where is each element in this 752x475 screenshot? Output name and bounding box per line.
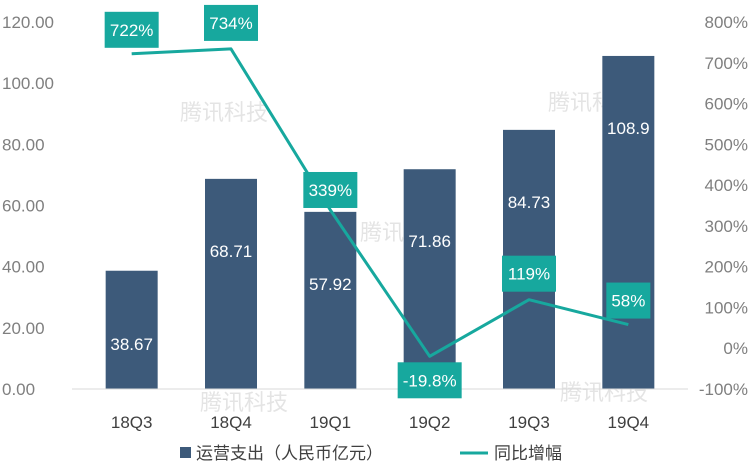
bar-series (105, 55, 655, 389)
bar-label-19Q1: 57.92 (309, 275, 352, 294)
left-y-tick-label: 60.00 (2, 197, 45, 216)
bar-label-19Q4: 108.9 (607, 119, 650, 138)
x-axis: 18Q3 18Q4 19Q1 19Q2 19Q3 19Q4 (111, 413, 649, 432)
left-y-tick-label: 0.00 (2, 380, 35, 399)
growth-line (131, 47, 629, 358)
right-y-tick-label: 600% (705, 95, 748, 114)
growth-label-18Q4: 734% (209, 14, 252, 33)
bar-label-18Q3: 38.67 (110, 335, 153, 354)
bar-18Q4 (205, 178, 257, 389)
left-y-tick-label: 80.00 (2, 135, 45, 154)
growth-label-box-19Q1 (303, 171, 358, 208)
right-y-tick-label: 100% (705, 298, 748, 317)
growth-label-box-18Q3 (104, 11, 159, 48)
growth-label-box-19Q2 (397, 362, 462, 399)
bar-data-labels: 38.67 68.71 57.92 71.86 84.73 108.9 (110, 119, 649, 354)
left-y-tick-label: 100.00 (2, 74, 54, 93)
x-tick-label-18Q4: 18Q4 (210, 413, 252, 432)
legend: 运营支出（人民币亿元） 同比增幅 (180, 444, 562, 464)
growth-label-box-19Q4 (606, 282, 651, 319)
right-y-tick-label: -100% (699, 380, 748, 399)
line-series (131, 47, 629, 358)
bar-19Q1 (304, 211, 357, 389)
right-y-tick-label: 800% (705, 13, 748, 32)
right-y-tick-label: 400% (705, 176, 748, 195)
growth-label-box-19Q3 (502, 255, 556, 292)
growth-label-19Q4: 58% (611, 292, 645, 311)
legend-label-line: 同比增幅 (494, 444, 562, 464)
watermark-text: 腾讯科技 (200, 391, 288, 416)
x-tick-label-19Q2: 19Q2 (409, 413, 451, 432)
left-y-tick-label: 20.00 (2, 319, 45, 338)
x-tick-label-19Q3: 19Q3 (508, 413, 550, 432)
legend-label-bar: 运营支出（人民币亿元） (196, 444, 383, 464)
watermark-text: 腾讯科技 (180, 101, 268, 126)
right-y-tick-label: 500% (705, 135, 748, 154)
growth-label-18Q3: 722% (110, 21, 153, 40)
x-tick-label-19Q4: 19Q4 (608, 413, 650, 432)
bar-19Q2 (403, 169, 456, 389)
bar-19Q4 (602, 55, 655, 389)
legend-swatch-bar (180, 447, 191, 458)
line-data-labels: 722% 734% 339% -19.8% 119% 58% (104, 4, 651, 399)
right-y-tick-label: 0% (723, 339, 748, 358)
right-y-tick-label: 700% (705, 54, 748, 73)
x-tick-label-19Q1: 19Q1 (310, 413, 352, 432)
growth-label-19Q3: 119% (508, 265, 550, 284)
left-y-tick-label: 40.00 (2, 258, 45, 277)
growth-label-19Q1: 339% (309, 181, 352, 200)
bar-label-18Q4: 68.71 (210, 242, 253, 261)
growth-label-19Q2: -19.8% (403, 371, 457, 390)
left-y-tick-label: 120.00 (2, 13, 54, 32)
bar-label-19Q3: 84.73 (508, 193, 551, 212)
right-y-axis: -100% 0% 100% 200% 300% 400% 500% 600% 700% 800% (699, 13, 748, 399)
left-y-axis: 0.00 20.00 40.00 60.00 80.00 100.00 120.00 (2, 13, 54, 399)
right-y-tick-label: 200% (705, 258, 748, 277)
bar-18Q3 (105, 270, 158, 389)
right-y-tick-label: 300% (705, 217, 748, 236)
bar-label-19Q2: 71.86 (408, 232, 451, 251)
x-tick-label-18Q3: 18Q3 (111, 413, 153, 432)
growth-label-box-18Q4 (204, 4, 258, 41)
